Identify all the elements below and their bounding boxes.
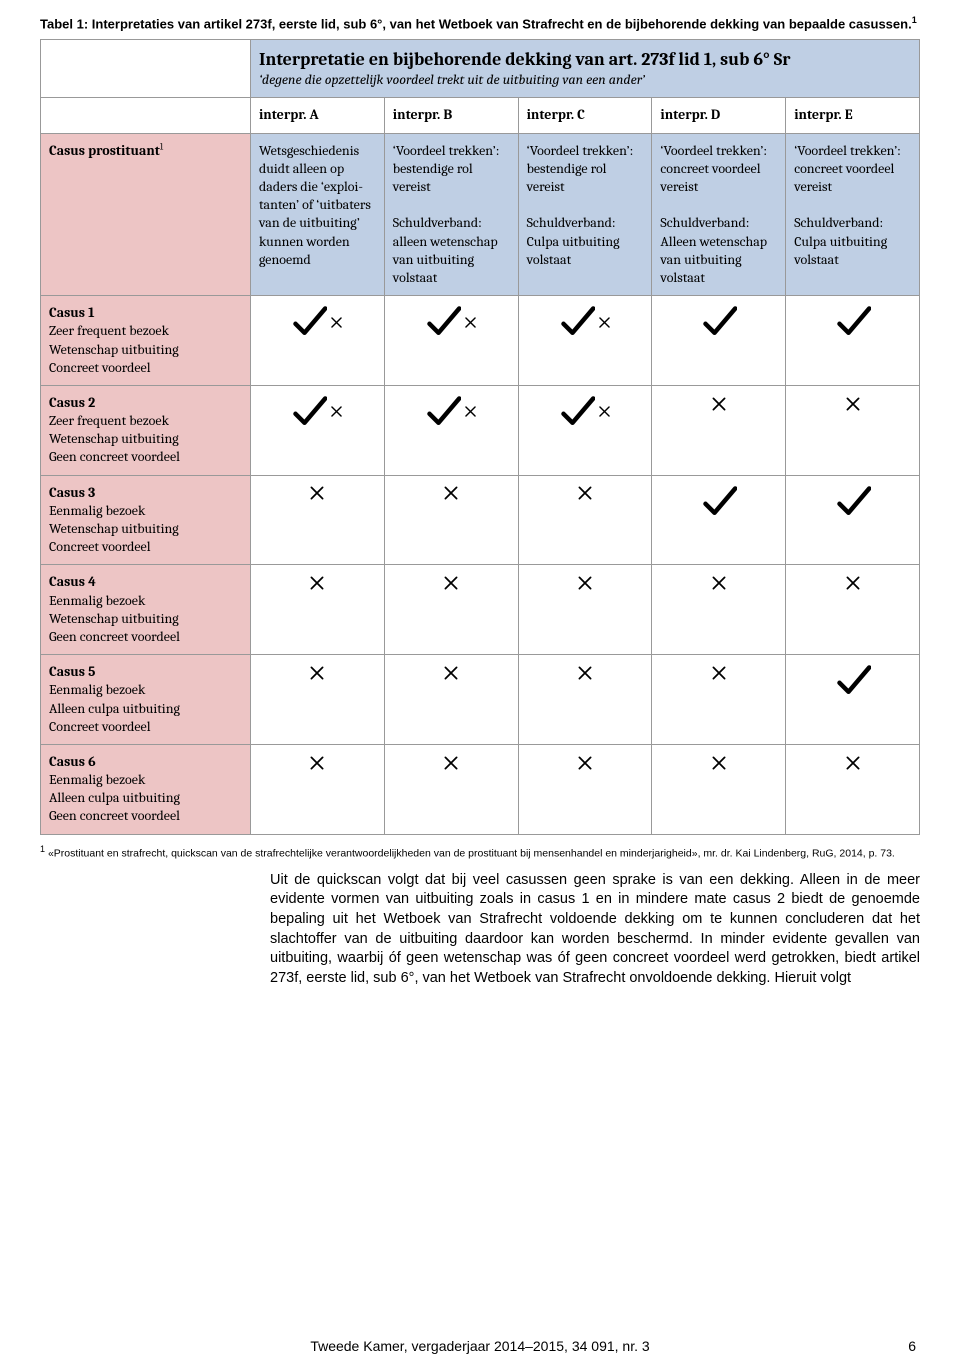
row-label: Casus 6Eenmalig bezoekAlleen culpa uitbu… <box>41 744 251 834</box>
interpretation-desc: ‘Voordeel trekken’: bestendige rol verei… <box>518 133 652 296</box>
interpretation-table: Interpretatie en bijbehorende dekking va… <box>40 39 920 835</box>
mark-cell <box>518 655 652 745</box>
table-title-cell: Interpretatie en bijbehorende dekking va… <box>251 39 920 98</box>
mark-cell <box>251 565 385 655</box>
interpretation-desc: Wetsgeschiedenis duidt alleen op daders … <box>251 133 385 296</box>
footnote-sup: 1 <box>40 844 45 854</box>
mark-cell <box>251 744 385 834</box>
mark-cell <box>251 475 385 565</box>
mark-cell <box>518 385 652 475</box>
interpretation-desc: ‘Voordeel trekken’: bestendige rol verei… <box>384 133 518 296</box>
row-label: Casus 2Zeer frequent bezoekWetenschap ui… <box>41 385 251 475</box>
col-header: interpr. B <box>384 98 518 133</box>
mark-cell <box>786 385 920 475</box>
row-label: Casus 4Eenmalig bezoekWetenschap uitbuit… <box>41 565 251 655</box>
mark-cell <box>518 565 652 655</box>
mark-cell <box>518 744 652 834</box>
col-header: interpr. C <box>518 98 652 133</box>
mark-cell <box>384 475 518 565</box>
row-label-prostituant: Casus prostituant1 <box>41 133 251 296</box>
table-subtitle: ‘degene die opzettelijk voordeel trekt u… <box>259 71 911 89</box>
mark-cell <box>384 744 518 834</box>
row-label: Casus 3Eenmalig bezoekWetenschap uitbuit… <box>41 475 251 565</box>
col-header: interpr. D <box>652 98 786 133</box>
corner-cell <box>41 39 251 98</box>
caption-sup: 1 <box>912 15 917 25</box>
mark-cell <box>652 744 786 834</box>
mark-cell <box>652 565 786 655</box>
mark-cell <box>652 385 786 475</box>
mark-cell <box>251 655 385 745</box>
footnote-text: «Prostituant en strafrecht, quickscan va… <box>48 847 895 859</box>
mark-cell <box>786 296 920 386</box>
page-footer: Tweede Kamer, vergaderjaar 2014–2015, 34… <box>0 1338 960 1354</box>
body-paragraph: Uit de quickscan volgt dat bij veel casu… <box>270 871 920 988</box>
interpretation-desc: ‘Voordeel trekken’: concreet voordeel ve… <box>652 133 786 296</box>
col-header: interpr. E <box>786 98 920 133</box>
footer-text: Tweede Kamer, vergaderjaar 2014–2015, 34… <box>310 1338 649 1354</box>
mark-cell <box>652 296 786 386</box>
mark-cell <box>518 475 652 565</box>
mark-cell <box>786 565 920 655</box>
mark-cell <box>384 565 518 655</box>
mark-cell <box>384 385 518 475</box>
table-title: Interpretatie en bijbehorende dekking va… <box>259 48 911 71</box>
mark-cell <box>251 385 385 475</box>
caption-text: Tabel 1: Interpretaties van artikel 273f… <box>40 16 912 31</box>
mark-cell <box>251 296 385 386</box>
page-number: 6 <box>908 1338 916 1354</box>
footnote: 1 «Prostituant en strafrecht, quickscan … <box>40 843 920 861</box>
mark-cell <box>518 296 652 386</box>
col-header: interpr. A <box>251 98 385 133</box>
mark-cell <box>652 655 786 745</box>
mark-cell <box>786 744 920 834</box>
table-caption: Tabel 1: Interpretaties van artikel 273f… <box>40 14 920 33</box>
row-label: Casus 5Eenmalig bezoekAlleen culpa uitbu… <box>41 655 251 745</box>
col-header <box>41 98 251 133</box>
row-label: Casus 1Zeer frequent bezoekWetenschap ui… <box>41 296 251 386</box>
mark-cell <box>384 296 518 386</box>
interpretation-desc: ‘Voordeel trekken’: concreet voordeel ve… <box>786 133 920 296</box>
mark-cell <box>786 475 920 565</box>
mark-cell <box>786 655 920 745</box>
mark-cell <box>384 655 518 745</box>
mark-cell <box>652 475 786 565</box>
